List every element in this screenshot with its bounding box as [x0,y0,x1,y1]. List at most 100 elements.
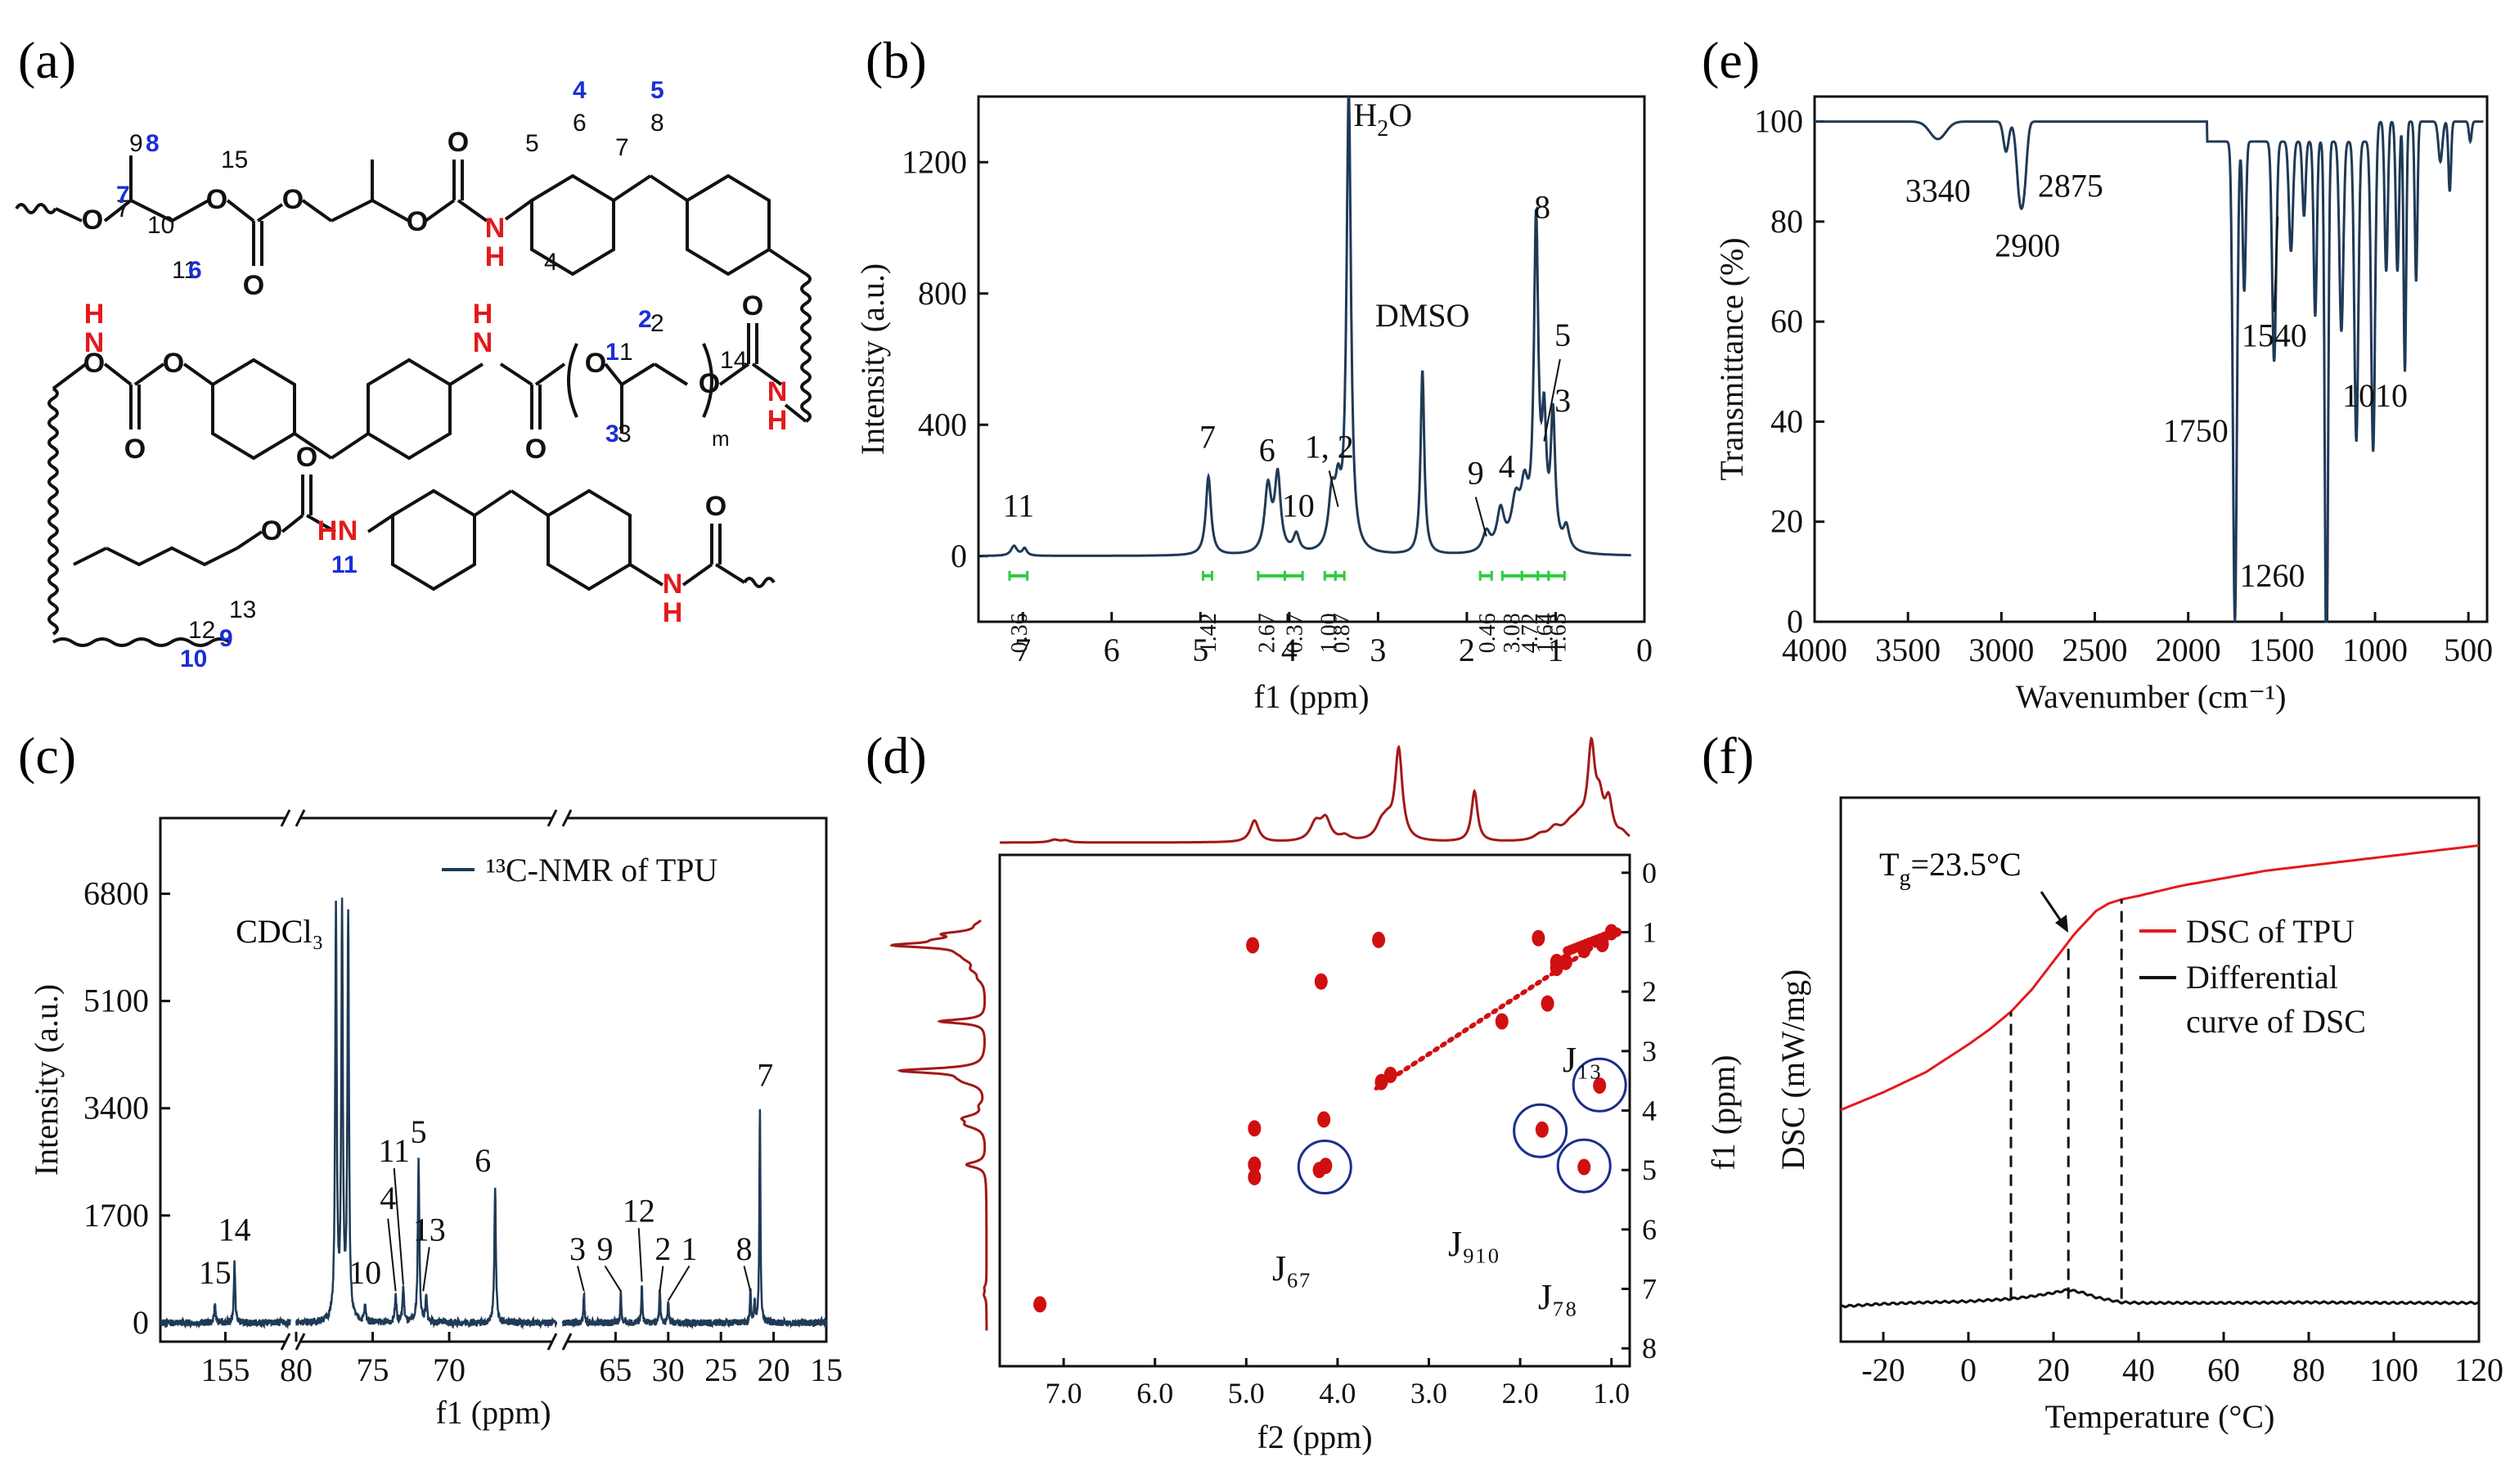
x-tick-label-d-1: 1.0 [1593,1377,1630,1410]
peak-label-cdcl3: CDCl₃ [236,913,323,950]
legend-label-f-1a: Differential [2186,959,2338,996]
diagonal-peak-268 [1454,1032,1462,1038]
peak-label-c-11: 12 [623,1192,655,1229]
y-tick-label-c-0: 0 [133,1304,149,1341]
panel-e-ftir: 4000 3500 3000 2500 2000 1500 1000 500 0 20 40 60 80… [1713,95,2493,715]
coupling-label-2: J₁₃ [1563,1040,1602,1080]
cyclohexane-ring-6 [547,488,632,591]
atom-n-11: N [473,327,493,358]
projection-left-d [888,920,988,1331]
panel-f-dsc: -20 0 20 40 60 80 100 120 Temperature (°C) DSC (m… [1775,796,2503,1435]
cross-peak-4 [1317,1111,1331,1128]
peak-label-c-3: 10 [349,1254,381,1291]
y-tick-label-d-8: 8 [1642,1332,1657,1365]
panel-label-b: (b) [866,31,927,89]
peak-label-c-15: 7 [757,1057,773,1094]
axis-break-a-2 [547,1333,558,1351]
spectrum-line-c-seg2 [561,1109,828,1330]
diagonal-peak-204 [1513,993,1521,1001]
cross-peak-2 [1248,1168,1262,1185]
leader-b-9 [1474,497,1487,537]
y-tick-label-e-100: 100 [1754,103,1803,140]
tg-label-value: =23.5°C [1910,846,2021,883]
y-tick-label-e-40: 40 [1770,402,1803,439]
diagonal-peak-164 [1549,969,1557,977]
integral-value-3: 0.37 [1282,613,1307,653]
y-tick-label-e-20: 20 [1770,503,1803,540]
diagonal-peak-284 [1439,1041,1447,1048]
atom-o-21: O [261,515,282,546]
diagonal-peak-212 [1505,998,1514,1005]
diagonal-peak-356 [1374,1084,1382,1091]
proton-number-6: 6 [188,257,202,284]
cross-peak-12 [1593,1077,1607,1094]
proton-number-5: 5 [650,77,664,104]
peak-label-b-4: 6 [1259,431,1275,468]
x-tick-label-f-80: 80 [2292,1351,2325,1388]
atom-n-25: N [663,569,683,600]
leader-c-4 [604,1265,622,1292]
integral-value-0: 0.36 [1007,613,1032,653]
x-tick-label-c-70: 70 [433,1351,466,1388]
x-tick-label-c-10: 15 [810,1351,843,1388]
highlight-circle-3 [1556,1138,1612,1194]
atom-h-18: H [767,405,788,436]
x-tick-label-b-3: 3 [1370,632,1386,668]
x-tick-label-f-40: 40 [2122,1351,2155,1388]
cross-peak-9 [1495,1013,1509,1030]
peak-label-b-3: 7 [1199,418,1216,455]
peak-label-b-2: 11 [1003,488,1035,524]
diagonal-peak-340 [1388,1074,1397,1082]
integral-value-8: 4.72 [1518,613,1543,653]
integral-value-4: 1.00 [1317,613,1343,653]
x-tick-label-d-5: 5.0 [1228,1377,1265,1410]
y-tick-label-d-7: 7 [1642,1273,1657,1306]
wavy-bond-row3 [52,637,232,647]
carbon-number-11: 11 [172,257,197,284]
carbon-number-4: 4 [544,249,558,276]
atom-n-23: N [338,515,358,546]
carbon-number-7: 7 [116,196,130,223]
band-label-2875: 2875 [2038,167,2103,204]
x-axis-label-e: Wavenumber (cm⁻¹) [2016,678,2287,715]
proton-number-7: 7 [116,182,130,209]
cross-peak-20 [1541,995,1554,1012]
spectrum-line-c-seg0 [159,1260,291,1329]
atom-o-9: O [163,348,184,379]
atom-o-15: O [699,368,720,399]
atom-o-3: O [243,270,264,301]
wavy-bond-left [15,203,57,214]
diagonal-peak-156 [1556,965,1564,972]
peak-label-b-5: 10 [1282,488,1315,524]
y-tick-label-b-1200: 1200 [902,143,967,180]
highlight-circle-0 [1297,1140,1352,1195]
integral-value-7: 3.08 [1500,613,1525,653]
axis-break-b-0 [295,1333,306,1351]
peak-label-c-14: 8 [736,1230,753,1267]
x-tick-label-f-120: 120 [2454,1351,2503,1388]
x-axis-label-d: f2 (ppm) [1257,1419,1372,1455]
diagonal-peak-172 [1541,974,1550,982]
diagonal-peak-348 [1381,1079,1389,1086]
carbon-number-8: 8 [650,110,664,137]
cross-peak-0 [1246,937,1260,954]
coupling-label-0: J₆₇ [1272,1248,1311,1288]
atom-o-5: O [448,127,469,158]
x-axis-label-c: f1 (ppm) [435,1394,551,1431]
peak-label-c-6: 5 [411,1113,427,1150]
y-tick-label-b-0: 0 [951,537,967,574]
x-tick-label-e-3000: 3000 [1968,632,2034,668]
x-tick-label-f--20: -20 [1861,1351,1905,1388]
x-tick-label-e-3500: 3500 [1875,632,1941,668]
peak-label-c-1: 15 [199,1254,232,1291]
x-tick-label-b-7: 7 [1014,632,1031,668]
x-axis-label-f: Temperature (°C) [2045,1398,2275,1435]
atom-n-19: N [84,327,105,358]
x-tick-label-b-6: 6 [1104,632,1120,668]
x-tick-label-f-0: 0 [1960,1351,1977,1388]
x-tick-label-d-7: 7.0 [1046,1377,1082,1410]
x-tick-label-e-2500: 2500 [2062,632,2128,668]
peak-label-c-5: 11 [378,1132,410,1169]
x-tick-label-b-1: 1 [1547,632,1563,668]
